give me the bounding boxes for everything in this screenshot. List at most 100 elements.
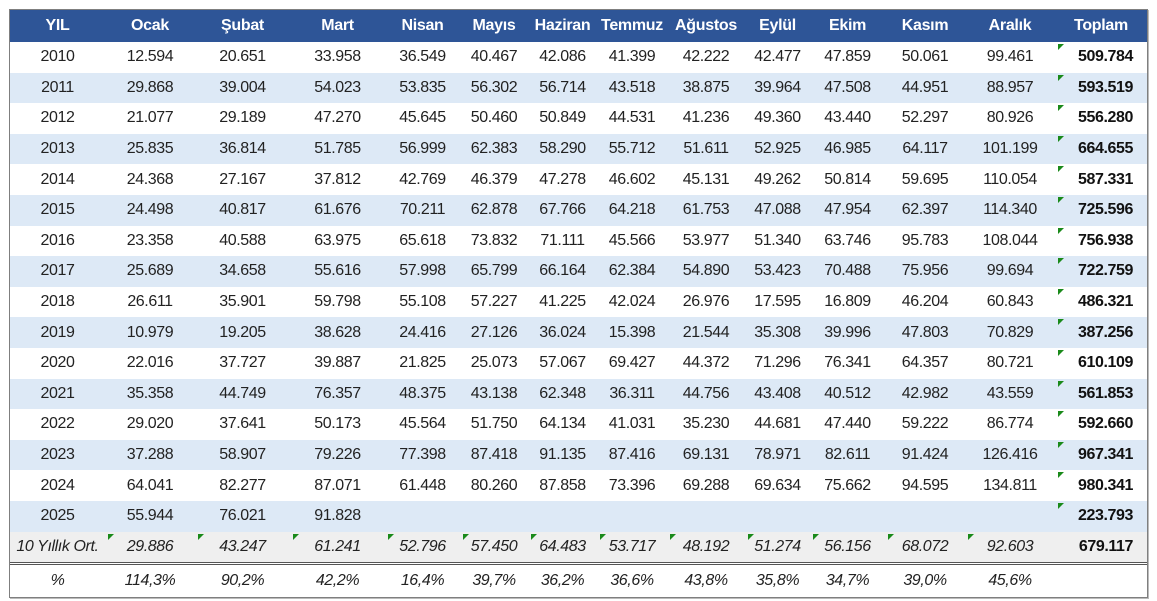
table-cell[interactable]: 80.926 [965,103,1055,134]
table-cell[interactable]: 114.340 [965,194,1055,226]
table-cell[interactable]: 40.588 [195,226,290,257]
table-cell[interactable]: 69.427 [597,348,667,379]
table-cell[interactable]: 51.785 [290,133,385,165]
table-cell[interactable]: 75.662 [810,470,885,501]
table-cell[interactable]: 41.399 [597,42,667,73]
row-label-cell[interactable]: % [10,561,105,597]
table-cell[interactable]: 41.031 [597,409,667,440]
table-cell[interactable]: 87.418 [460,439,528,471]
table-cell[interactable]: 64.483 [528,531,597,563]
table-cell[interactable]: 24.498 [105,194,195,226]
table-cell[interactable]: 108.044 [965,226,1055,257]
table-cell[interactable] [667,500,745,532]
table-cell[interactable]: 37.288 [105,439,195,471]
table-cell[interactable]: 21.544 [667,317,745,348]
table-cell[interactable]: 41.236 [667,103,745,134]
column-header-10[interactable]: Ekim [810,10,885,42]
table-cell[interactable]: 36.311 [597,378,667,410]
column-header-0[interactable]: YIL [10,10,105,42]
table-cell[interactable]: 64.041 [105,470,195,501]
column-header-2[interactable]: Şubat [195,10,290,42]
table-cell[interactable]: 53.423 [745,256,810,287]
table-cell[interactable]: 62.383 [460,133,528,165]
table-cell[interactable]: 61.676 [290,194,385,226]
table-cell[interactable]: 91.828 [290,500,385,532]
row-label-cell[interactable]: 2012 [10,103,105,134]
table-cell[interactable]: 43.559 [965,378,1055,410]
table-cell[interactable]: 43,8% [667,561,745,597]
total-cell[interactable]: 679.117 [1055,531,1147,563]
table-cell[interactable]: 43.518 [597,72,667,104]
row-label-cell[interactable]: 2011 [10,72,105,104]
row-label-cell[interactable]: 2016 [10,226,105,257]
table-cell[interactable]: 71.111 [528,226,597,257]
table-cell[interactable]: 44.756 [667,378,745,410]
table-cell[interactable]: 16,4% [385,561,460,597]
row-label-cell[interactable]: 2024 [10,470,105,501]
table-cell[interactable]: 65.618 [385,226,460,257]
table-cell[interactable]: 79.226 [290,439,385,471]
table-cell[interactable]: 42.024 [597,287,667,318]
table-cell[interactable]: 88.957 [965,72,1055,104]
table-cell[interactable]: 58.290 [528,133,597,165]
table-cell[interactable]: 54.890 [667,256,745,287]
total-cell[interactable]: 756.938 [1055,226,1147,257]
table-cell[interactable]: 38.875 [667,72,745,104]
table-cell[interactable]: 35.901 [195,287,290,318]
table-cell[interactable]: 62.878 [460,194,528,226]
total-cell[interactable]: 509.784 [1055,42,1147,73]
table-cell[interactable]: 19.205 [195,317,290,348]
table-cell[interactable]: 48.375 [385,378,460,410]
table-cell[interactable]: 36.024 [528,317,597,348]
table-cell[interactable]: 57.998 [385,256,460,287]
table-cell[interactable]: 47.088 [745,194,810,226]
table-cell[interactable]: 40.467 [460,42,528,73]
table-cell[interactable]: 46.204 [885,287,965,318]
table-cell[interactable]: 39.996 [810,317,885,348]
table-cell[interactable]: 26.976 [667,287,745,318]
table-cell[interactable]: 50.173 [290,409,385,440]
table-cell[interactable]: 73.832 [460,226,528,257]
table-cell[interactable]: 25.689 [105,256,195,287]
table-cell[interactable]: 57.227 [460,287,528,318]
table-cell[interactable]: 44.372 [667,348,745,379]
table-cell[interactable]: 42.982 [885,378,965,410]
table-cell[interactable]: 48.192 [667,531,745,563]
table-cell[interactable]: 71.296 [745,348,810,379]
table-cell[interactable]: 51.750 [460,409,528,440]
table-cell[interactable]: 87.071 [290,470,385,501]
table-cell[interactable]: 62.397 [885,194,965,226]
table-cell[interactable]: 56.302 [460,72,528,104]
row-label-cell[interactable]: 10 Yıllık Ort. [10,531,105,563]
table-cell[interactable]: 54.023 [290,72,385,104]
table-cell[interactable]: 47.270 [290,103,385,134]
table-cell[interactable]: 47.803 [885,317,965,348]
table-cell[interactable]: 35.230 [667,409,745,440]
table-cell[interactable]: 22.016 [105,348,195,379]
table-cell[interactable]: 62.348 [528,378,597,410]
table-cell[interactable]: 51.340 [745,226,810,257]
column-header-11[interactable]: Kasım [885,10,965,42]
table-cell[interactable] [885,500,965,532]
table-cell[interactable]: 39.004 [195,72,290,104]
table-cell[interactable]: 75.956 [885,256,965,287]
table-cell[interactable]: 24.416 [385,317,460,348]
table-cell[interactable]: 69.288 [667,470,745,501]
table-cell[interactable]: 56.156 [810,531,885,563]
table-cell[interactable]: 55.108 [385,287,460,318]
total-cell[interactable]: 967.341 [1055,439,1147,471]
table-cell[interactable]: 41.225 [528,287,597,318]
table-cell[interactable]: 57.450 [460,531,528,563]
row-label-cell[interactable]: 2021 [10,378,105,410]
table-cell[interactable]: 55.616 [290,256,385,287]
table-cell[interactable]: 37.812 [290,164,385,195]
column-header-8[interactable]: Ağustos [667,10,745,42]
table-cell[interactable]: 29.020 [105,409,195,440]
table-cell[interactable]: 33.958 [290,42,385,73]
table-cell[interactable]: 110.054 [965,164,1055,195]
table-cell[interactable]: 49.262 [745,164,810,195]
total-cell[interactable]: 486.321 [1055,287,1147,318]
table-cell[interactable]: 25.835 [105,133,195,165]
table-cell[interactable]: 43.408 [745,378,810,410]
table-cell[interactable]: 36,6% [597,561,667,597]
